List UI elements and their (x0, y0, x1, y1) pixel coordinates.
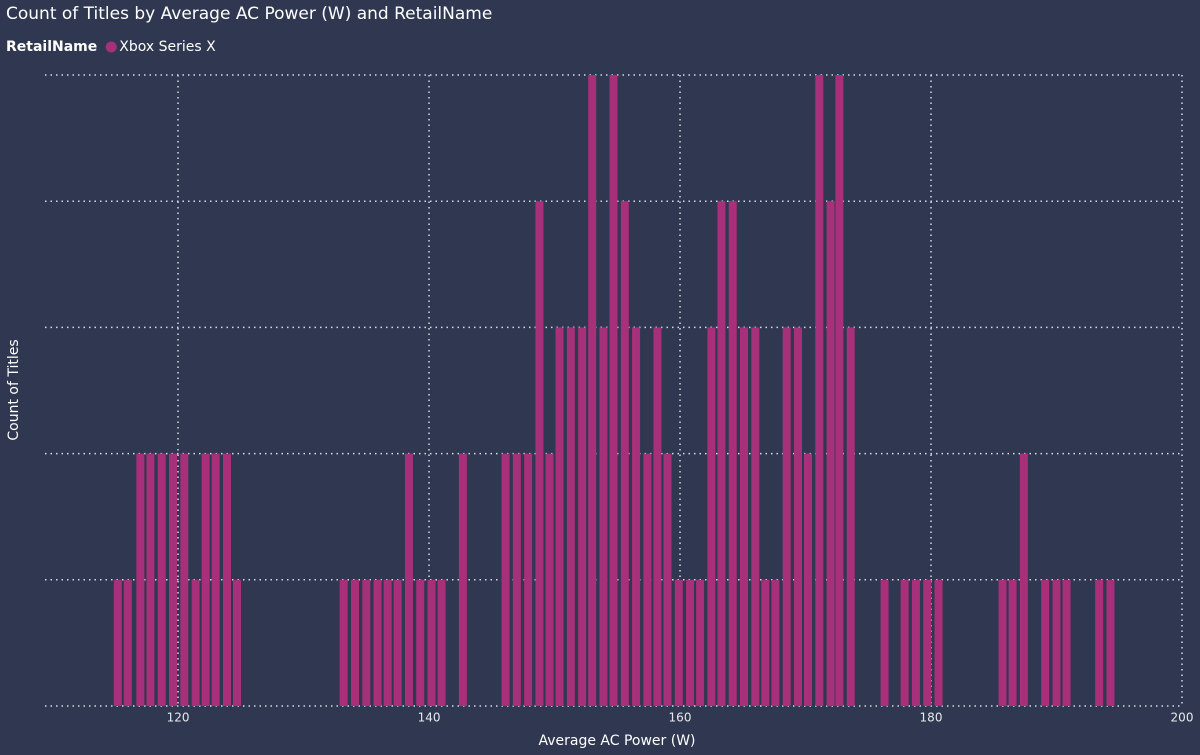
bar (404, 453, 413, 706)
bar (835, 75, 844, 706)
bar (815, 75, 824, 706)
x-tick-label: 180 (920, 711, 943, 725)
bar (880, 579, 889, 706)
bar (923, 579, 932, 706)
bar (362, 579, 371, 706)
bar (1095, 579, 1104, 706)
bar (686, 579, 695, 706)
bar (761, 579, 770, 706)
bar (782, 327, 791, 706)
bar (707, 327, 716, 706)
bar (588, 75, 597, 706)
bar (1052, 579, 1061, 706)
bar (674, 579, 683, 706)
bar (545, 453, 554, 706)
bar (180, 453, 189, 706)
bar (191, 579, 200, 706)
bar (211, 453, 220, 706)
bar (846, 327, 855, 706)
bar (123, 579, 132, 706)
bar (1008, 579, 1017, 706)
bar (696, 579, 705, 706)
bar (653, 327, 662, 706)
bar (632, 327, 641, 706)
x-axis-label: Average AC Power (W) (538, 733, 695, 749)
bar (1019, 453, 1028, 706)
bar (1062, 579, 1071, 706)
bar (437, 579, 446, 706)
bar (578, 327, 587, 706)
bar (663, 453, 672, 706)
bar (620, 201, 629, 706)
bar (146, 453, 155, 706)
bar (911, 579, 920, 706)
x-tick-label: 140 (418, 711, 441, 725)
x-tick-label: 120 (167, 711, 190, 725)
bar (717, 201, 726, 706)
chart-title: Count of Titles by Average AC Power (W) … (6, 4, 492, 24)
bar (555, 327, 564, 706)
bar (169, 453, 178, 706)
bar (524, 453, 533, 706)
bar (157, 453, 166, 706)
bar (339, 579, 348, 706)
bar (427, 579, 436, 706)
x-tick-label: 160 (669, 711, 692, 725)
bar (609, 75, 618, 706)
bar (1106, 579, 1115, 706)
bar (512, 453, 521, 706)
bar (804, 453, 813, 706)
bar (566, 327, 575, 706)
bar (458, 453, 467, 706)
bar (1041, 579, 1050, 706)
bar (393, 579, 402, 706)
bar (728, 201, 737, 706)
bar (383, 579, 392, 706)
bar (350, 579, 359, 706)
bar (222, 453, 231, 706)
bar (599, 327, 608, 706)
bar (201, 453, 210, 706)
bar (900, 579, 909, 706)
bar (826, 201, 835, 706)
legend-title: RetailName (6, 39, 97, 55)
bar (793, 327, 802, 706)
bar (233, 579, 242, 706)
bar (998, 579, 1007, 706)
bar (535, 201, 544, 706)
bar (751, 327, 760, 706)
bar (416, 579, 425, 706)
bar (113, 579, 122, 706)
bar (136, 453, 145, 706)
bar (934, 579, 943, 706)
legend-marker (105, 41, 117, 53)
bar (740, 327, 749, 706)
bar (373, 579, 382, 706)
bar (771, 579, 780, 706)
y-axis-label: Count of Titles (6, 339, 22, 440)
x-tick-label: 200 (1171, 711, 1194, 725)
legend-item: Xbox Series X (119, 39, 216, 55)
bar (643, 453, 652, 706)
bar (501, 453, 510, 706)
